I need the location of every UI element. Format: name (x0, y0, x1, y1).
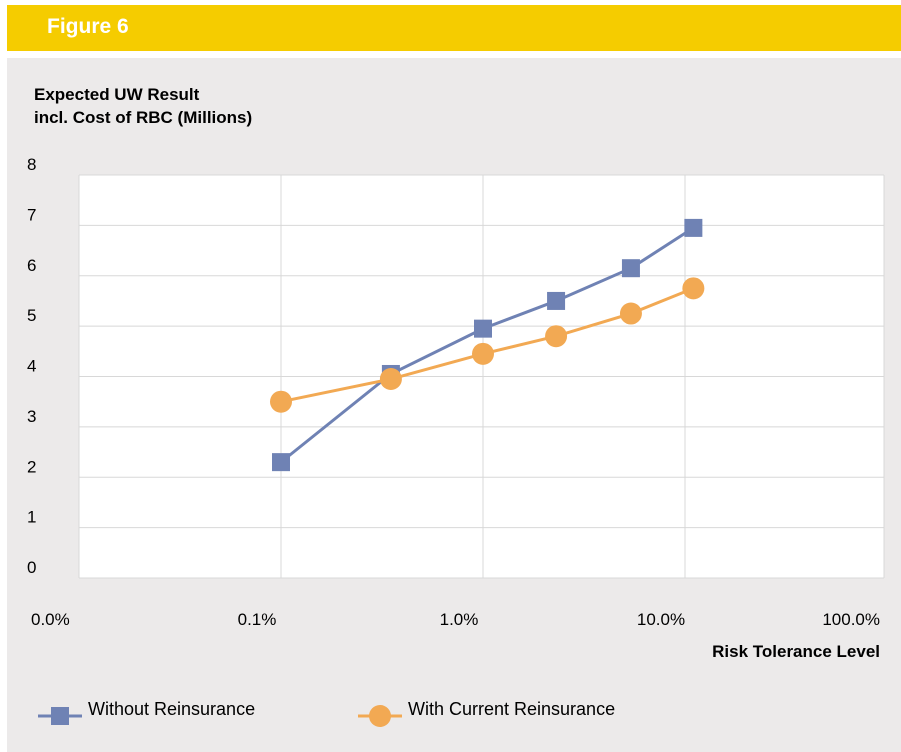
figure-header-bar: Figure 6 (7, 5, 901, 51)
legend-circle-marker (369, 705, 391, 727)
circle-marker (682, 277, 705, 300)
y-tick-label: 1 (27, 508, 36, 527)
square-marker (621, 259, 640, 278)
y-tick-label: 6 (27, 256, 36, 275)
x-axis-title: Risk Tolerance Level (712, 642, 880, 661)
data-series (270, 218, 705, 472)
x-axis-ticks: 0.0% 0.1% 1.0% 10.0% 100.0% (31, 610, 880, 629)
y-tick-label: 7 (27, 205, 36, 224)
x-tick-label: 100.0% (822, 610, 880, 629)
y-tick-label: 3 (27, 407, 36, 426)
square-marker (547, 291, 566, 310)
series-line-2 (280, 286, 694, 404)
legend-label: Without Reinsurance (88, 699, 255, 719)
y-tick-label: 5 (27, 306, 36, 325)
gridlines (78, 174, 885, 579)
x-tick-label: 0.0% (31, 610, 70, 629)
legend-label: With Current Reinsurance (408, 699, 615, 719)
legend-square-marker (51, 707, 69, 725)
square-marker (684, 218, 703, 237)
circle-marker (619, 302, 642, 325)
circle-marker (472, 342, 494, 365)
x-tick-label: 10.0% (637, 610, 685, 629)
y-tick-label: 2 (27, 457, 36, 476)
series-line-1 (280, 226, 695, 464)
y-axis-ticks: 0 1 2 3 4 5 6 7 8 (27, 155, 36, 577)
square-marker (474, 319, 492, 338)
legend: Without Reinsurance With Current Reinsura… (38, 699, 615, 727)
x-tick-label: 0.1% (238, 610, 277, 629)
y-axis-title-line-2: incl. Cost of RBC (Millions) (34, 108, 252, 127)
circle-marker (545, 325, 568, 348)
y-tick-label: 8 (27, 155, 36, 174)
circle-marker (270, 390, 292, 413)
square-marker (272, 453, 290, 472)
circle-marker (379, 368, 402, 391)
y-tick-label: 4 (27, 357, 36, 376)
x-tick-label: 1.0% (440, 610, 479, 629)
figure-title: Figure 6 (47, 15, 129, 38)
y-axis-title-line-1: Expected UW Result (34, 85, 200, 104)
y-tick-label: 0 (27, 558, 36, 577)
